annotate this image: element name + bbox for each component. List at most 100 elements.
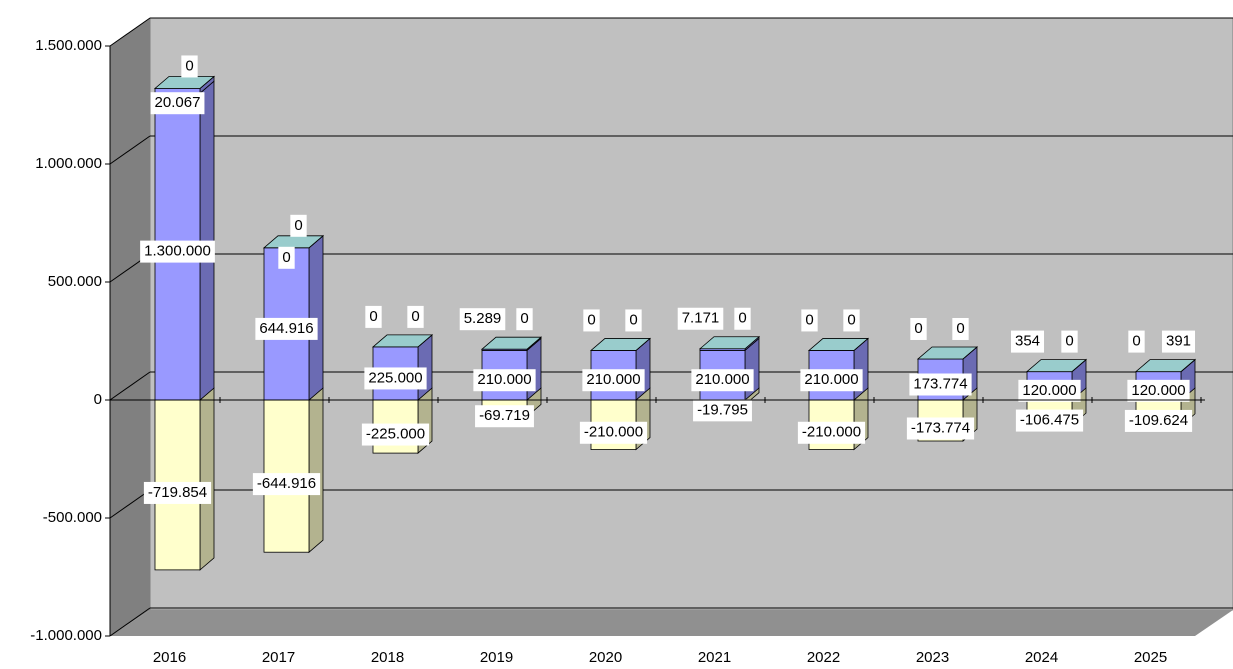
data-label: 0 (625, 309, 642, 332)
data-label-text: -719.854 (148, 484, 207, 501)
data-label-text: -173.774 (911, 419, 970, 436)
data-label-box (290, 214, 307, 237)
x-tick-label: 2020 (589, 649, 622, 666)
data-label-box (910, 317, 927, 340)
data-label-text: 0 (629, 311, 637, 328)
data-label: -210.000 (579, 421, 648, 444)
data-label-text: -19.795 (697, 401, 748, 418)
data-label: 0 (181, 55, 198, 78)
data-label: 354 (1010, 330, 1045, 353)
grid-line-side (109, 489, 151, 519)
data-label-text: 0 (1065, 333, 1073, 350)
data-label: 0 (365, 305, 382, 328)
data-label-box (140, 240, 215, 263)
x-tick-label: 2025 (1134, 649, 1167, 666)
data-label-text: 20.067 (155, 94, 201, 111)
x-tick-label: 2021 (698, 649, 731, 666)
data-label: 0 (516, 308, 533, 331)
data-label-text: 0 (520, 310, 528, 327)
data-label-box (516, 308, 533, 331)
data-label-box (801, 309, 818, 332)
data-label: 0 (801, 309, 818, 332)
data-label-box (1161, 330, 1196, 353)
data-label-text: 0 (282, 249, 290, 266)
bar-top (698, 336, 761, 350)
data-label: 0 (407, 305, 424, 328)
data-label-box (255, 317, 318, 340)
y-tick-label: 500.000 (48, 273, 102, 290)
data-label-box (800, 369, 863, 392)
data-label: -644.916 (252, 473, 321, 496)
data-label-box (143, 481, 212, 504)
bar-top (1025, 359, 1088, 372)
data-label: 120.000 (1018, 379, 1081, 402)
data-label: 20.067 (150, 92, 205, 115)
data-label-text: -210.000 (802, 424, 861, 441)
data-label: 0 (1061, 330, 1078, 353)
data-label-box (583, 309, 600, 332)
data-label: 210.000 (800, 369, 863, 392)
data-label-box (582, 369, 645, 392)
bar-top (480, 336, 543, 350)
data-label-box (625, 309, 642, 332)
data-label-box (693, 399, 752, 422)
data-label-text: 173.774 (913, 375, 967, 392)
data-label-box (361, 423, 430, 446)
y-tick-label: -500.000 (43, 509, 102, 526)
data-label: 1.300.000 (140, 240, 215, 263)
data-label-text: 210.000 (586, 371, 640, 388)
x-tick-label: 2017 (262, 649, 295, 666)
data-label: 644.916 (255, 317, 318, 340)
data-label-box (473, 369, 536, 392)
data-label-box (952, 317, 969, 340)
bar-side (199, 80, 215, 401)
data-label-text: 1.300.000 (144, 243, 211, 260)
data-label: -109.624 (1124, 409, 1193, 432)
data-label: 0 (952, 317, 969, 340)
data-label-box (909, 373, 972, 396)
data-label-text: 0 (738, 310, 746, 327)
data-label-text: -109.624 (1129, 412, 1188, 429)
data-label-text: 0 (914, 320, 922, 337)
data-label-text: 0 (294, 217, 302, 234)
data-label-text: 120.000 (1131, 382, 1185, 399)
data-label-box (797, 421, 866, 444)
data-label: 120.000 (1127, 379, 1190, 402)
grid-line-side (109, 135, 151, 165)
side-wall (110, 18, 150, 636)
data-label-box (407, 305, 424, 328)
data-label: 0 (290, 214, 307, 237)
bar-top (916, 346, 979, 360)
bar-top (153, 76, 216, 89)
data-label-box (1015, 409, 1084, 432)
data-label-box (459, 308, 506, 331)
data-label-text: -210.000 (584, 424, 643, 441)
data-label-box (278, 246, 295, 269)
data-label: -69.719 (475, 405, 534, 428)
data-label-text: 354 (1015, 333, 1040, 350)
data-label-text: 120.000 (1022, 382, 1076, 399)
floor (110, 610, 1233, 636)
data-label-box (1010, 330, 1045, 353)
data-label-text: 7.171 (682, 310, 720, 327)
y-tick-label: 1.500.000 (35, 37, 102, 54)
data-label-box (1018, 379, 1081, 402)
bar-top (371, 334, 434, 348)
data-label-text: 0 (956, 320, 964, 337)
data-label: 210.000 (582, 369, 645, 392)
data-label-text: -69.719 (479, 407, 530, 424)
data-label-box (843, 309, 860, 332)
data-label-box (1061, 330, 1078, 353)
data-label-text: -225.000 (366, 426, 425, 443)
data-label-text: 5.289 (464, 310, 502, 327)
data-label-text: 0 (847, 311, 855, 328)
data-label-text: 0 (369, 308, 377, 325)
data-label-text: -106.475 (1020, 412, 1079, 429)
data-label-text: 0 (805, 311, 813, 328)
grid-line-side (109, 17, 151, 47)
data-label: 0 (843, 309, 860, 332)
data-label-text: 391 (1166, 333, 1191, 350)
data-label-text: 0 (587, 311, 595, 328)
x-tick-label: 2019 (480, 649, 513, 666)
data-label: 0 (278, 246, 295, 269)
